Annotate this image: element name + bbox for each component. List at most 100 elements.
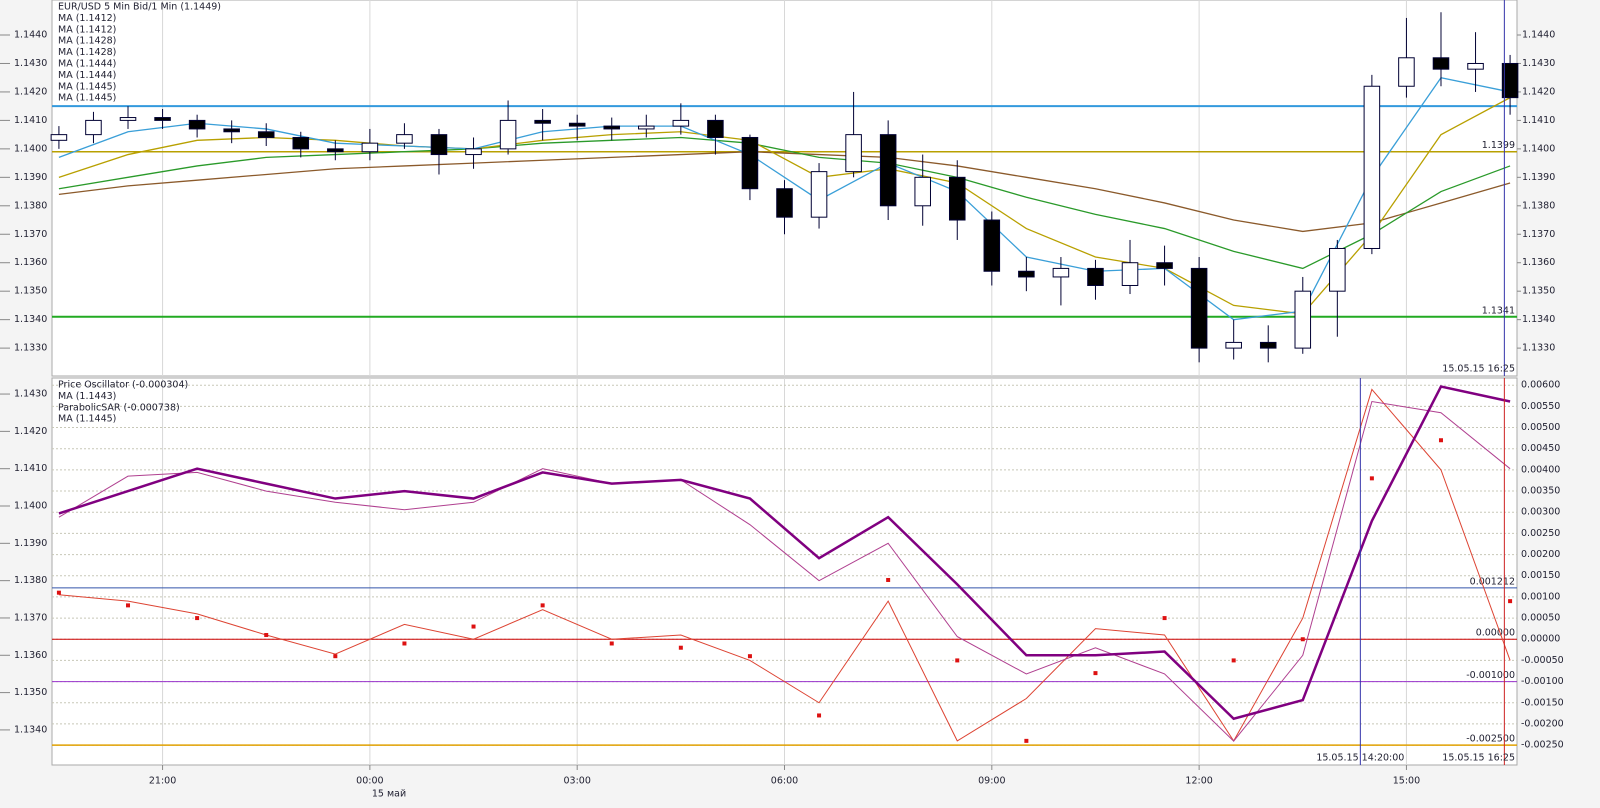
y-tick-label: 1.1380 xyxy=(14,200,47,211)
y-tick-label: 1.1400 xyxy=(14,143,47,154)
sar-dot xyxy=(1024,738,1029,743)
legend-entry: MA (1.1412) xyxy=(58,24,116,35)
candle-body xyxy=(396,134,413,144)
candle-body xyxy=(430,134,448,156)
y-tick-label: 1.1340 xyxy=(1522,314,1555,325)
candle-body xyxy=(1225,341,1242,349)
sar-dot xyxy=(264,633,269,638)
y-tick-label: 1.1340 xyxy=(14,314,47,325)
y2-tick-label: 0.00400 xyxy=(1521,464,1560,475)
y-tick-label: 1.1420 xyxy=(14,86,47,97)
indicator-line xyxy=(58,388,1511,742)
candle-body xyxy=(914,176,931,207)
y-tick-label: 1.1360 xyxy=(14,650,47,661)
y-tick-label: 1.1350 xyxy=(14,687,47,698)
x-tick-label: 06:00 xyxy=(771,776,798,787)
candle-body xyxy=(1363,85,1381,249)
y-tick-label: 1.1360 xyxy=(1522,257,1555,268)
candle-body xyxy=(499,119,517,150)
sar-dot xyxy=(817,713,822,718)
x-tick-label: 03:00 xyxy=(563,776,590,787)
y-tick-label: 1.1440 xyxy=(14,30,47,41)
sar-dot xyxy=(747,654,752,659)
candle-body xyxy=(568,122,586,127)
level-label: -0.002500 xyxy=(1466,734,1515,745)
sar-dot xyxy=(1231,658,1236,663)
sar-dot xyxy=(195,616,200,621)
y-tick-label: 1.1340 xyxy=(14,724,47,735)
y-tick-label: 1.1350 xyxy=(14,286,47,297)
candle-body xyxy=(1259,341,1277,349)
marker-label: 15.05.15 16:25 xyxy=(1442,364,1515,375)
legend-entry: MA (1.1445) xyxy=(58,81,116,92)
x-tick-label: 21:00 xyxy=(149,776,176,787)
indicator-line xyxy=(58,400,1511,742)
y2-tick-label: 0.00100 xyxy=(1521,591,1560,602)
y2-tick-label: -0.00250 xyxy=(1521,740,1564,751)
y2-tick-label: 0.00000 xyxy=(1521,634,1560,645)
sar-dot xyxy=(1300,637,1305,642)
candle-body xyxy=(534,119,551,124)
legend-entry: MA (1.1428) xyxy=(58,47,116,58)
candle-body xyxy=(638,125,655,130)
y-tick-label: 1.1430 xyxy=(1522,58,1555,69)
candle-body xyxy=(948,176,966,221)
candle-body xyxy=(1294,290,1312,349)
legend-entry: Price Oscillator (-0.000304) xyxy=(58,380,188,391)
candle-body xyxy=(257,131,275,138)
y-tick-label: 1.1390 xyxy=(14,172,47,183)
sar-dot xyxy=(1369,476,1374,481)
candle-body xyxy=(1329,247,1346,292)
candle-body xyxy=(119,117,137,121)
candle-body xyxy=(1501,62,1519,99)
candle-body xyxy=(810,171,828,218)
ma-line xyxy=(58,151,1511,233)
y-tick-label: 1.1430 xyxy=(14,389,47,400)
y2-tick-label: 0.00300 xyxy=(1521,507,1560,518)
level-label: 1.1341 xyxy=(1482,305,1515,316)
y-tick-label: 1.1440 xyxy=(1522,30,1555,41)
y-tick-label: 1.1330 xyxy=(14,343,47,354)
y-tick-label: 1.1400 xyxy=(14,501,47,512)
sar-dot xyxy=(1508,599,1513,604)
sar-dot xyxy=(886,577,891,582)
date-label: 15 май xyxy=(372,789,406,800)
candle-body xyxy=(188,119,206,130)
candle-body xyxy=(223,128,240,133)
y-tick-label: 1.1410 xyxy=(14,115,47,126)
legend-entry: MA (1.1412) xyxy=(58,13,116,24)
legend-entry: ParabolicSAR (-0.000738) xyxy=(58,402,180,413)
indicator-line xyxy=(58,385,1511,721)
legend-entry: MA (1.1443) xyxy=(58,391,116,402)
sar-dot xyxy=(1162,616,1167,621)
level-label: 0.001212 xyxy=(1470,576,1515,587)
x-tick-label: 12:00 xyxy=(1185,776,1212,787)
candle-body xyxy=(707,119,724,138)
sar-dot xyxy=(1438,438,1443,443)
candle-body xyxy=(1467,62,1484,70)
candle-body xyxy=(292,136,310,150)
legend-entry: MA (1.1444) xyxy=(58,59,116,70)
x-tick-label: 00:00 xyxy=(356,776,383,787)
legend-entry: MA (1.1445) xyxy=(58,93,116,104)
y-tick-label: 1.1380 xyxy=(1522,200,1555,211)
y-tick-label: 1.1360 xyxy=(14,257,47,268)
candle-body xyxy=(361,142,379,153)
sar-dot xyxy=(540,603,545,608)
y-tick-label: 1.1330 xyxy=(1522,343,1555,354)
legend-entry: MA (1.1445) xyxy=(58,414,116,425)
y2-tick-label: 0.00600 xyxy=(1521,380,1560,391)
level-label: 0.00000 xyxy=(1476,628,1515,639)
legend-entry: MA (1.1444) xyxy=(58,70,116,81)
candle-body xyxy=(1190,267,1208,349)
legend-entry: EUR/USD 5 Min Bid/1 Min (1.1449) xyxy=(58,2,221,13)
y-tick-label: 1.1400 xyxy=(1522,143,1555,154)
y2-tick-label: 0.00250 xyxy=(1521,528,1560,539)
y2-tick-label: 0.00350 xyxy=(1521,486,1560,497)
y2-tick-label: -0.00150 xyxy=(1521,697,1564,708)
sar-dot xyxy=(678,645,683,650)
y2-tick-label: 0.00050 xyxy=(1521,613,1560,624)
candle-body xyxy=(741,136,759,190)
legend-entry: MA (1.1428) xyxy=(58,36,116,47)
